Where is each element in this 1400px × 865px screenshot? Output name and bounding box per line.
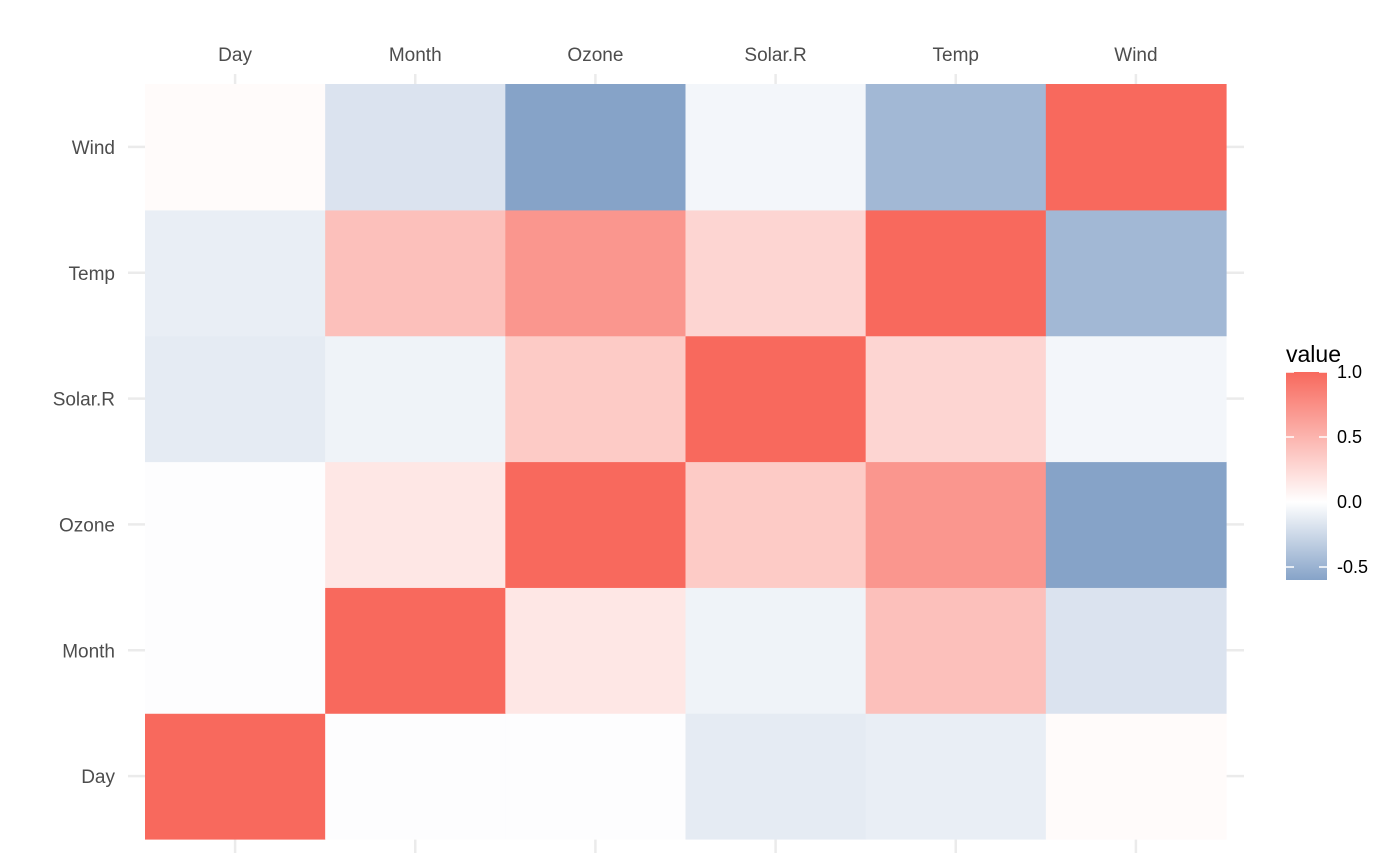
heatmap-cell-solar-r-day	[145, 335, 326, 463]
legend-tick-label: 0.5	[1337, 427, 1362, 447]
x-tick-label: Solar.R	[744, 45, 806, 66]
heatmap-cell-temp-ozone	[505, 209, 687, 337]
y-tick-label: Wind	[72, 138, 115, 159]
heatmap-cell-ozone-wind	[1045, 461, 1227, 588]
heatmap-cell-wind-temp	[865, 84, 1047, 211]
heatmap-cell-temp-temp	[865, 209, 1047, 337]
x-axis-labels: Day Month Ozone Solar.R Temp Wind	[218, 45, 1157, 66]
heatmap-cell-wind-month	[325, 84, 506, 211]
heatmap-cell-solar-r-wind	[1045, 335, 1227, 463]
legend-ticks: 1.0 0.5 0.0 -0.5	[1286, 362, 1368, 577]
legend-title: value	[1286, 341, 1341, 367]
heatmap-cell-month-ozone	[505, 587, 687, 714]
heatmap-cell-month-solar-r	[685, 587, 867, 714]
heatmap-cell-temp-solar-r	[685, 209, 867, 337]
heatmap-cell-wind-wind	[1045, 84, 1227, 211]
x-tick-label: Ozone	[567, 45, 623, 66]
heatmap-cell-solar-r-ozone	[505, 335, 687, 463]
heatmap-cell-day-day	[145, 713, 326, 840]
legend-tick-label: 0.0	[1337, 492, 1362, 512]
y-axis-labels: Day Month Ozone Solar.R Temp Wind	[53, 138, 116, 788]
heatmap-cell-month-temp	[865, 587, 1047, 714]
heatmap-cell-wind-day	[145, 84, 326, 211]
y-tick-label: Solar.R	[53, 390, 115, 411]
heatmap-cell-month-wind	[1045, 587, 1227, 714]
heatmap-cell-solar-r-temp	[865, 335, 1047, 463]
heatmap-cell-day-wind	[1045, 713, 1227, 840]
legend-colorbar	[1286, 372, 1327, 580]
legend-tick-label: 1.0	[1337, 362, 1362, 382]
y-tick-label: Day	[81, 767, 115, 788]
x-tick-label: Day	[218, 45, 252, 66]
legend-tick-label: -0.5	[1337, 557, 1368, 577]
x-tick-label: Wind	[1114, 45, 1157, 66]
x-tick-label: Month	[389, 45, 442, 66]
heatmap-cell-ozone-month	[325, 461, 506, 588]
y-tick-label: Ozone	[59, 515, 115, 536]
heatmap-cell-month-day	[145, 587, 326, 714]
heatmap-cell-ozone-ozone	[505, 461, 687, 588]
heatmap-cell-temp-month	[325, 209, 506, 337]
heatmap-cell-ozone-day	[145, 461, 326, 588]
heatmap-cell-day-solar-r	[685, 713, 867, 840]
heatmap-cell-month-month	[325, 587, 506, 714]
legend: value 1.0 0.5 0.0 -0.5	[1286, 341, 1368, 580]
heatmap-cell-solar-r-solar-r	[685, 335, 867, 463]
heatmap-cell-wind-solar-r	[685, 84, 867, 211]
heatmap-cell-day-month	[325, 713, 506, 840]
heatmap-cell-temp-wind	[1045, 209, 1227, 337]
heatmap-cell-ozone-solar-r	[685, 461, 867, 588]
heatmap-cell-temp-day	[145, 209, 326, 337]
heatmap-cell-day-ozone	[505, 713, 687, 840]
heatmap-cell-solar-r-month	[325, 335, 506, 463]
heatmap-cell-wind-ozone	[505, 84, 687, 211]
y-tick-label: Month	[62, 641, 115, 662]
heatmap-cell-ozone-temp	[865, 461, 1047, 588]
heatmap-tiles	[145, 84, 1227, 840]
x-tick-label: Temp	[933, 45, 979, 66]
heatmap-cell-day-temp	[865, 713, 1047, 840]
y-tick-label: Temp	[69, 264, 115, 285]
